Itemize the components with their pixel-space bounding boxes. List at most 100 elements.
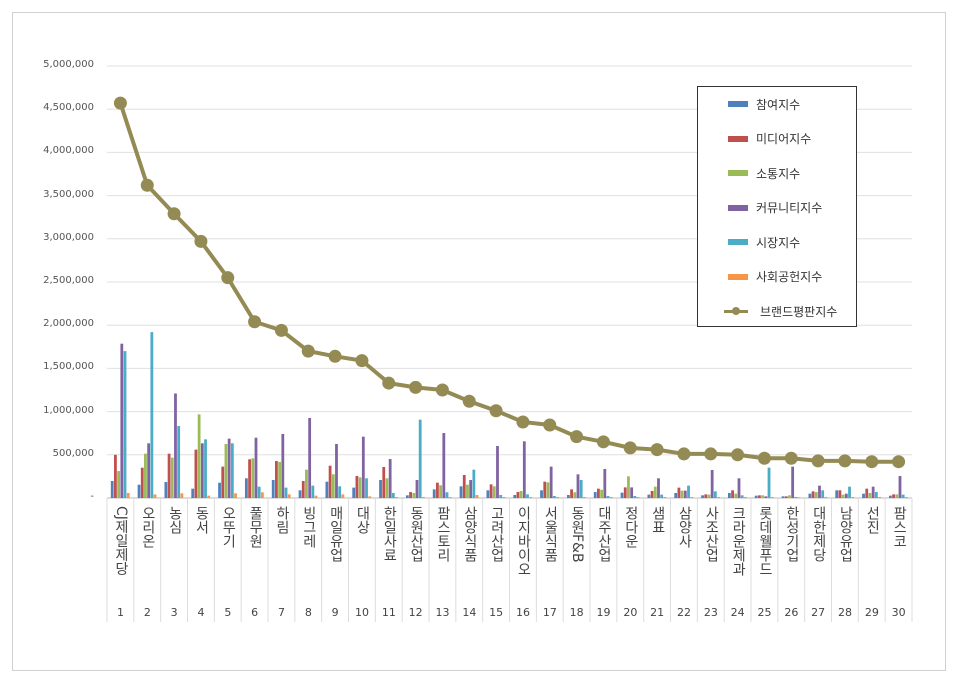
legend-label: 브랜드평판지수 xyxy=(760,304,838,319)
bar-2-14 xyxy=(492,486,496,498)
rank-label: 4 xyxy=(197,606,205,619)
bar-3-27 xyxy=(844,493,848,498)
bar-4-15 xyxy=(526,494,529,498)
category-label: 이지바이오 xyxy=(515,506,532,576)
bar-0-4 xyxy=(218,482,221,498)
legend-item: 브랜드평판지수 xyxy=(724,302,838,320)
rank-label: 19 xyxy=(596,606,611,619)
y-tick-label: 2,000,000 xyxy=(43,318,94,330)
bar-4-3 xyxy=(204,439,207,498)
line-point-3 xyxy=(194,234,208,248)
bar-4-28 xyxy=(874,492,878,498)
bar-0-24 xyxy=(754,495,758,498)
bar-0-14 xyxy=(486,490,490,498)
category-label: 선진 xyxy=(864,506,881,534)
bar-0-27 xyxy=(835,490,839,498)
bar-2-23 xyxy=(734,493,738,498)
bar-4-13 xyxy=(472,469,476,498)
bar-0-6 xyxy=(271,480,275,498)
bar-2-10 xyxy=(385,478,389,498)
bar-1-22 xyxy=(704,494,708,498)
bar-5-16 xyxy=(556,496,559,498)
line-point-26 xyxy=(811,454,825,468)
rank-label: 28 xyxy=(838,606,852,619)
bar-5-27 xyxy=(851,496,855,498)
bar-5-9 xyxy=(368,496,372,498)
bar-5-29 xyxy=(904,496,908,498)
legend-label: 참여지수 xyxy=(756,97,801,112)
bar-2-29 xyxy=(895,494,899,498)
bar-3-0 xyxy=(120,343,124,498)
bar-2-0 xyxy=(117,471,121,498)
rank-label: 8 xyxy=(304,606,312,619)
bar-4-14 xyxy=(499,494,503,498)
category-label: 하림 xyxy=(274,506,290,534)
category-label: 사조산업 xyxy=(703,506,720,562)
legend: 참여지수 미디어지수 소통지수 커뮤니티지수 시장지수 사회공헌지수 브랜드평판지수 xyxy=(697,86,857,327)
legend-swatch xyxy=(728,101,748,107)
y-tick-label: 1,500,000 xyxy=(43,361,94,373)
category-label: 동원산업 xyxy=(408,506,425,562)
bar-3-8 xyxy=(335,444,338,498)
bar-0-13 xyxy=(459,486,463,498)
line-point-1 xyxy=(140,178,154,192)
bar-2-5 xyxy=(251,458,255,498)
bar-4-9 xyxy=(365,478,368,498)
category-label: 고려산업 xyxy=(488,506,505,562)
rank-label: 26 xyxy=(784,606,799,619)
y-tick-label: - xyxy=(90,491,94,502)
bar-0-7 xyxy=(298,490,302,498)
bar-4-20 xyxy=(660,494,664,498)
legend-swatch xyxy=(728,239,748,245)
y-tick-label: 2,500,000 xyxy=(43,275,94,286)
bar-3-6 xyxy=(281,433,285,498)
bar-0-29 xyxy=(888,495,892,498)
line-point-5 xyxy=(248,315,262,329)
bar-3-7 xyxy=(308,417,312,498)
bar-0-16 xyxy=(540,490,543,498)
line-point-29 xyxy=(892,455,906,469)
bar-1-6 xyxy=(275,461,278,498)
bar-1-12 xyxy=(436,482,439,498)
bar-3-26 xyxy=(818,485,821,498)
rank-label: 15 xyxy=(489,606,504,619)
bar-0-23 xyxy=(727,492,731,498)
rank-label: 25 xyxy=(757,606,772,619)
bar-4-2 xyxy=(177,426,181,498)
rank-label: 17 xyxy=(542,606,557,619)
bar-4-24 xyxy=(767,467,771,498)
bar-0-28 xyxy=(862,493,865,498)
bar-4-25 xyxy=(794,496,798,498)
bar-1-29 xyxy=(892,494,895,498)
bar-3-28 xyxy=(871,486,875,498)
rank-label: 24 xyxy=(730,606,745,619)
bar-5-26 xyxy=(824,496,828,498)
bar-1-18 xyxy=(597,488,600,498)
bar-5-22 xyxy=(717,496,720,498)
category-label: 남양유업 xyxy=(837,506,854,562)
category-label: 롯데웰푸드 xyxy=(757,506,773,576)
bar-1-27 xyxy=(838,490,842,498)
bar-5-6 xyxy=(287,494,291,498)
bar-2-16 xyxy=(546,482,550,498)
bar-4-23 xyxy=(740,495,744,498)
category-label: CJ제일제당 xyxy=(113,506,129,576)
bar-1-2 xyxy=(167,453,171,498)
legend-item: 사회공헌지수 xyxy=(728,268,822,286)
bar-4-7 xyxy=(311,485,315,498)
rank-label: 7 xyxy=(278,606,285,619)
y-tick-label: 3,000,000 xyxy=(43,231,94,243)
category-label: 농심 xyxy=(166,506,183,534)
bar-3-25 xyxy=(791,466,795,498)
bar-0-11 xyxy=(405,495,409,498)
bar-5-3 xyxy=(207,495,211,498)
bar-1-8 xyxy=(328,465,332,498)
line-point-17 xyxy=(570,430,584,444)
bar-3-3 xyxy=(200,443,204,498)
bar-2-8 xyxy=(331,474,335,498)
rank-label: 9 xyxy=(331,606,339,619)
rank-label: 5 xyxy=(224,606,232,619)
bar-4-18 xyxy=(606,496,610,498)
bar-1-28 xyxy=(865,488,869,498)
bar-4-12 xyxy=(445,492,449,498)
